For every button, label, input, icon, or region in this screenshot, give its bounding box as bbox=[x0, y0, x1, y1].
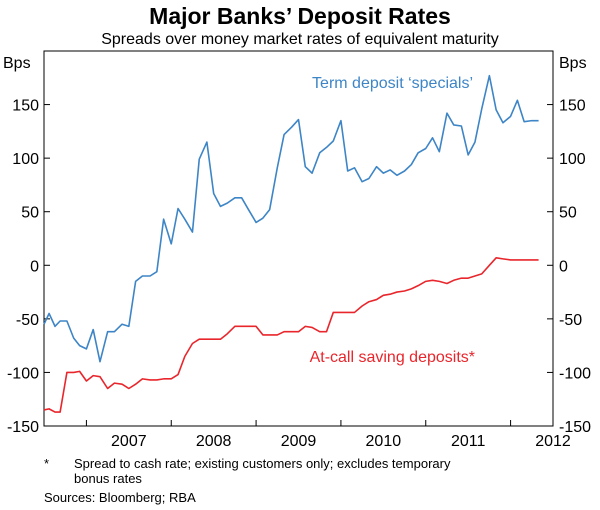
x-tick-label: 2009 bbox=[281, 433, 317, 450]
y-tick-label-left: 0 bbox=[30, 258, 39, 275]
chart-subtitle: Spreads over money market rates of equiv… bbox=[101, 31, 499, 48]
y-tick-label-left: -100 bbox=[7, 365, 39, 382]
x-ticks: 2007 2008 2009 2010 2011 2012 bbox=[85, 420, 571, 450]
x-tick-label: 2008 bbox=[196, 433, 232, 450]
series-lines bbox=[43, 74, 539, 413]
plot-frame bbox=[43, 50, 554, 427]
y-tick-label-left: -50 bbox=[16, 312, 39, 329]
y-tick-label-left: -150 bbox=[7, 419, 39, 436]
y-tick-label-right: 100 bbox=[559, 151, 586, 168]
x-tick-label: 2007 bbox=[111, 433, 147, 450]
y-tick-label-right: -150 bbox=[559, 419, 591, 436]
y-tick-label-left: 100 bbox=[12, 151, 39, 168]
y-ticks-right: -150 -100 -50 0 50 100 150 bbox=[547, 98, 591, 436]
y-tick-label-right: 0 bbox=[559, 258, 568, 275]
y-tick-label-left: 150 bbox=[12, 98, 39, 115]
y-tick-label-right: 150 bbox=[559, 98, 586, 115]
footnote-line-1: Spread to cash rate; existing customers … bbox=[74, 456, 451, 471]
series-label-atcall: At-call saving deposits* bbox=[310, 349, 475, 366]
series-line-atcall bbox=[43, 256, 539, 413]
x-tick-label: 2012 bbox=[535, 433, 571, 450]
x-tick-label: 2010 bbox=[366, 433, 402, 450]
footnote-marker: * bbox=[44, 456, 49, 471]
chart-title: Major Banks’ Deposit Rates bbox=[149, 3, 451, 29]
y-tick-label-right: -100 bbox=[559, 365, 591, 382]
y-axis-unit-right: Bps bbox=[559, 55, 587, 72]
footnote-line-2: bonus rates bbox=[74, 471, 142, 486]
y-tick-label-right: 50 bbox=[559, 205, 577, 222]
series-line-term bbox=[43, 74, 539, 363]
series-label-term: Term deposit ‘specials’ bbox=[312, 75, 473, 92]
sources-note: Sources: Bloomberg; RBA bbox=[44, 490, 196, 505]
x-tick-label: 2011 bbox=[451, 433, 486, 450]
y-axis-unit-left: Bps bbox=[3, 55, 31, 72]
y-tick-label-left: 50 bbox=[21, 205, 39, 222]
y-tick-label-right: -50 bbox=[559, 312, 582, 329]
y-ticks-left: -150 -100 -50 0 50 100 150 bbox=[7, 98, 50, 436]
